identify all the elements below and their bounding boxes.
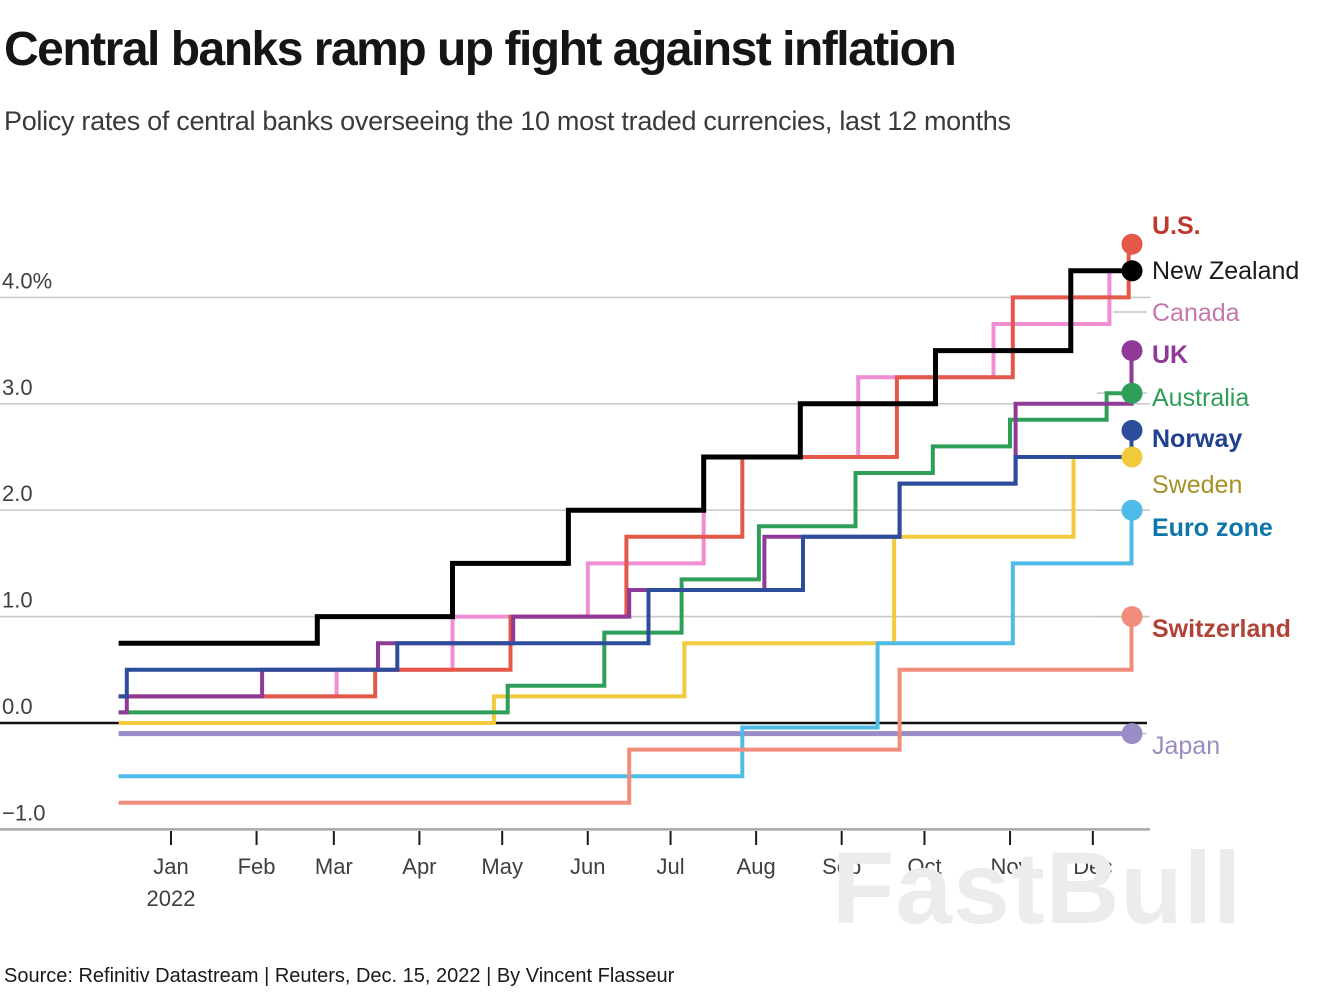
x-axis-month-label: Oct	[907, 854, 941, 879]
series-dot-uk	[1121, 340, 1143, 362]
x-axis-month-label: May	[481, 854, 523, 879]
chart-subtitle: Policy rates of central banks overseeing…	[4, 106, 1011, 136]
x-axis-month-label: Feb	[238, 854, 276, 879]
y-axis-tick-label: 3.0	[2, 375, 33, 400]
x-axis-month-label: Sep	[822, 854, 861, 879]
series-dot-us	[1121, 233, 1143, 255]
series-line-uk	[118, 348, 1134, 715]
x-axis-month-label: Aug	[737, 854, 776, 879]
x-axis-month-label: Mar	[315, 854, 353, 879]
series-dot-switzerland	[1121, 606, 1143, 628]
y-axis-tick-label: 0.0	[2, 694, 33, 719]
series-line-norway	[118, 428, 1134, 699]
series-dot-norway	[1121, 419, 1143, 441]
x-axis-year-label: 2022	[147, 886, 196, 911]
series-label-switzerland: Switzerland	[1152, 615, 1291, 643]
series-label-us: U.S.	[1152, 212, 1201, 240]
series-label-canada: Canada	[1152, 299, 1240, 327]
y-axis-tick-label: −1.0	[2, 800, 45, 825]
series-line-us	[118, 242, 1132, 699]
x-axis-month-label: Dec	[1073, 854, 1112, 879]
series-dot-australia	[1121, 382, 1143, 404]
chart-title: Central banks ramp up fight against infl…	[4, 23, 957, 76]
series-dot-japan	[1121, 723, 1143, 745]
series-label-euro: Euro zone	[1152, 514, 1273, 542]
series-label-sweden: Sweden	[1152, 471, 1242, 499]
series-dot-nz	[1121, 260, 1143, 282]
series-label-japan: Japan	[1152, 732, 1220, 760]
series-label-uk: UK	[1152, 341, 1188, 369]
series-dot-sweden	[1121, 446, 1143, 468]
x-axis-month-label: Jan	[153, 854, 188, 879]
x-axis-month-label: Nov	[990, 854, 1029, 879]
x-axis-month-label: Jun	[570, 854, 605, 879]
series-label-norway: Norway	[1152, 425, 1242, 453]
y-axis-tick-label: 2.0	[2, 481, 33, 506]
series-line-sweden	[118, 455, 1132, 725]
x-axis-month-label: Apr	[402, 854, 436, 879]
x-axis-month-label: Jul	[656, 854, 684, 879]
series-line-australia	[118, 391, 1132, 715]
series-line-nz	[118, 268, 1132, 646]
series-dot-euro	[1121, 499, 1143, 521]
y-axis-tick-label: 4.0%	[2, 268, 52, 293]
series-line-euro	[118, 508, 1134, 779]
y-axis-tick-label: 1.0	[2, 588, 33, 613]
series-label-australia: Australia	[1152, 384, 1249, 412]
source-attribution: Source: Refinitiv Datastream | Reuters, …	[4, 965, 675, 987]
series-label-nz: New Zealand	[1152, 257, 1299, 285]
